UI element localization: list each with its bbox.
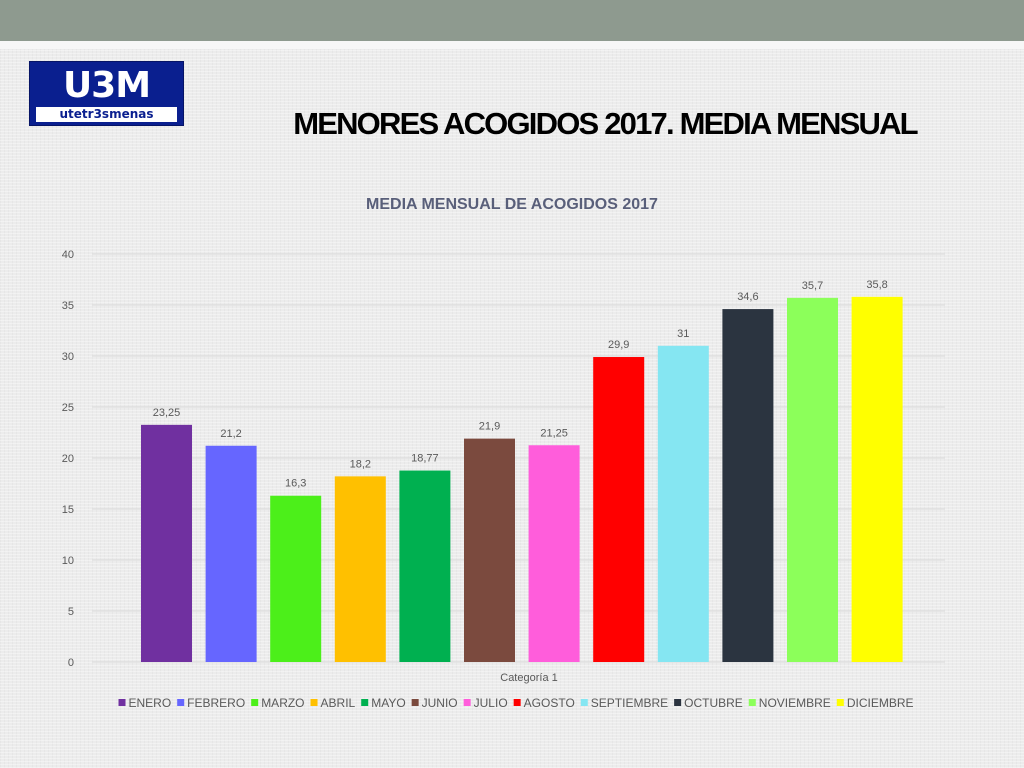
legend-swatch-marzo <box>251 699 259 706</box>
legend-swatch-abril <box>310 699 318 706</box>
legend-swatch-noviembre <box>748 699 756 706</box>
y-tick-label: 40 <box>62 249 74 261</box>
data-label: 35,7 <box>802 280 823 292</box>
y-tick-label: 35 <box>62 300 74 312</box>
y-tick-label: 30 <box>62 351 74 363</box>
bar-marzo <box>270 495 322 662</box>
y-tick-label: 20 <box>62 453 74 465</box>
legend-swatch-septiembre <box>580 699 588 706</box>
bar-agosto <box>593 357 645 662</box>
legend-label-mayo: MAYO <box>371 696 405 710</box>
y-tick-label: 15 <box>62 504 74 516</box>
legend-swatch-agosto <box>513 699 521 706</box>
slide-title: MENORES ACOGIDOS 2017. MEDIA MENSUAL <box>293 106 918 141</box>
bar-octubre <box>722 309 774 662</box>
top-bar <box>0 0 1024 41</box>
chart-title: MEDIA MENSUAL DE ACOGIDOS 2017 <box>366 196 658 213</box>
y-tick-label: 0 <box>68 657 74 669</box>
data-label: 21,9 <box>479 421 500 433</box>
bar-mayo <box>399 470 451 662</box>
top-bar-divider <box>0 41 1024 49</box>
legend-swatch-diciembre <box>836 699 844 706</box>
logo: U3M utetr3smenas <box>29 61 184 126</box>
legend-label-agosto: AGOSTO <box>524 696 575 710</box>
legend-label-noviembre: NOVIEMBRE <box>759 696 831 710</box>
bar-enero <box>141 424 192 662</box>
data-label: 18,2 <box>350 458 371 470</box>
y-tick-label: 10 <box>62 555 74 567</box>
logo-mark: U3M <box>62 65 151 106</box>
bar-febrero <box>205 445 257 662</box>
legend-label-junio: JUNIO <box>422 696 458 710</box>
logo-text: utetr3smenas <box>36 107 177 122</box>
legend-swatch-octubre <box>674 699 682 706</box>
y-tick-label: 5 <box>68 606 74 618</box>
legend-swatch-febrero <box>177 699 185 706</box>
data-label: 29,9 <box>608 339 629 351</box>
bar-septiembre <box>657 345 709 662</box>
data-label: 23,25 <box>153 407 181 419</box>
legend-label-julio: JULIO <box>474 696 508 710</box>
legend-swatch-junio <box>411 699 419 706</box>
bar-abril <box>334 476 386 662</box>
data-label: 21,2 <box>220 428 241 440</box>
bar-junio <box>464 438 515 662</box>
bar-julio <box>528 445 580 662</box>
data-label: 34,6 <box>737 291 758 303</box>
y-tick-label: 25 <box>62 402 74 414</box>
legend-label-abril: ABRIL <box>321 696 356 710</box>
legend-label-marzo: MARZO <box>261 696 304 710</box>
data-label: 31 <box>677 328 689 340</box>
legend-label-febrero: FEBRERO <box>187 696 245 710</box>
data-label: 18,77 <box>411 453 439 465</box>
legend-swatch-enero <box>118 699 126 706</box>
legend-label-diciembre: DICIEMBRE <box>847 696 914 710</box>
legend-swatch-mayo <box>361 699 369 706</box>
legend-label-octubre: OCTUBRE <box>684 696 743 710</box>
legend-label-enero: ENERO <box>129 696 172 710</box>
data-label: 35,8 <box>866 279 887 291</box>
data-label: 21,25 <box>540 427 568 439</box>
data-label: 16,3 <box>285 478 306 490</box>
legend-swatch-julio <box>463 699 471 706</box>
x-category-label: Categoría 1 <box>500 672 557 684</box>
bar-noviembre <box>787 297 838 662</box>
legend-label-septiembre: SEPTIEMBRE <box>591 696 668 710</box>
bar-diciembre <box>851 296 903 662</box>
